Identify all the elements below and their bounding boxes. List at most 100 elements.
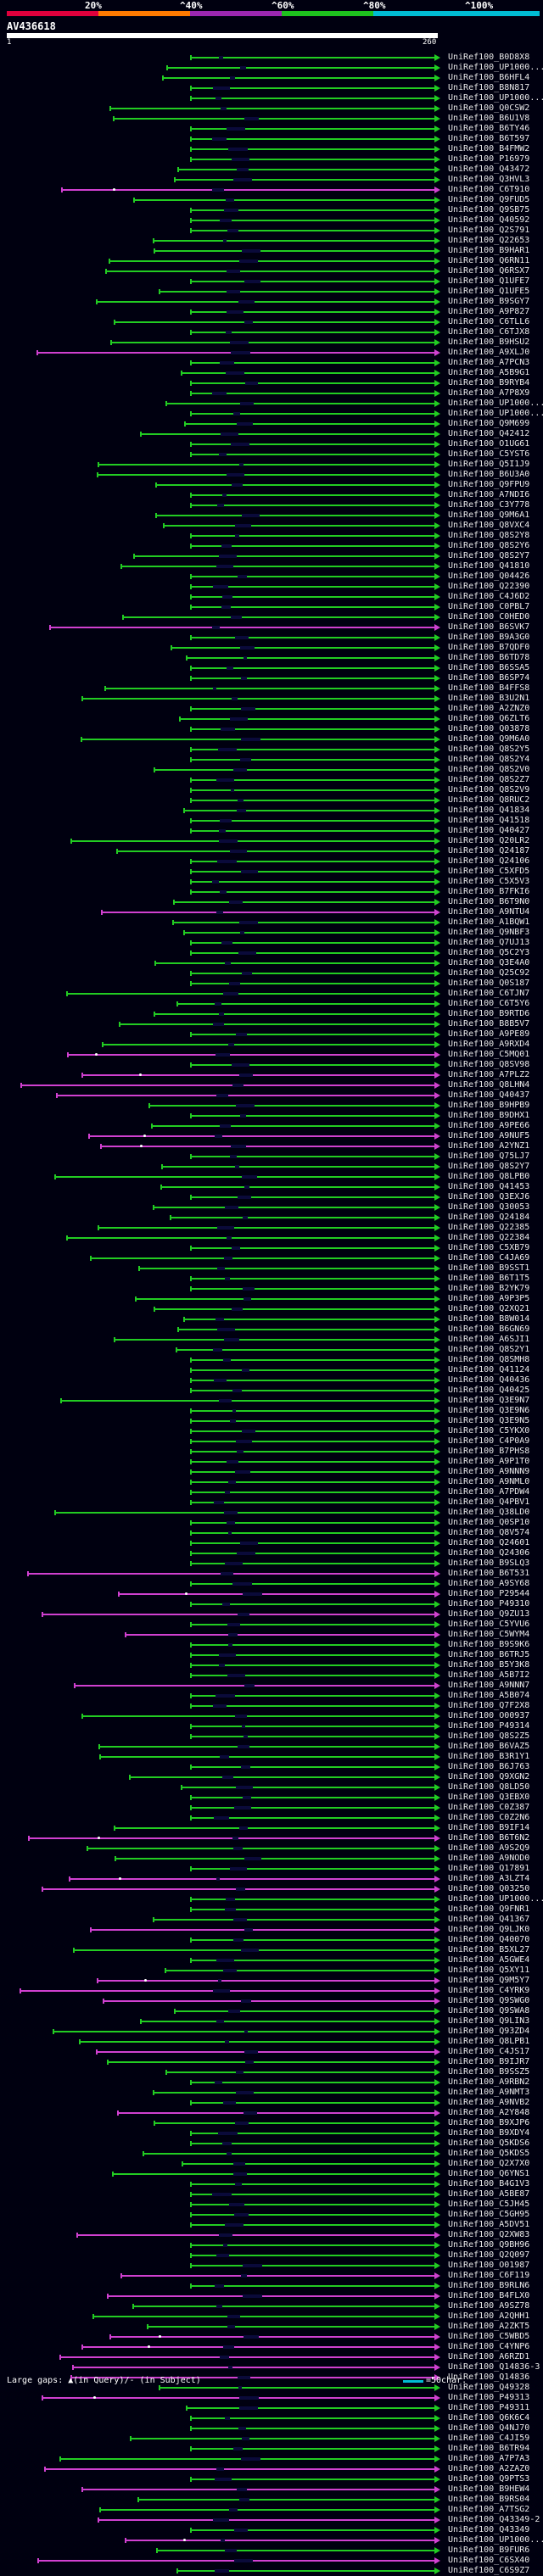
hit-row[interactable]: UniRef100_Q24187 <box>0 846 543 856</box>
hit-label[interactable]: UniRef100_Q41810 <box>448 561 530 571</box>
hit-label[interactable]: UniRef100_B6VAZ5 <box>448 1742 530 1751</box>
hit-label[interactable]: UniRef100_Q8S2Z7 <box>448 775 530 784</box>
hit-label[interactable]: UniRef100_Q2X7X0 <box>448 2159 530 2168</box>
hit-row[interactable]: UniRef100_A9PE89 <box>0 1029 543 1040</box>
hit-row[interactable]: UniRef100_Q43349 <box>0 2525 543 2535</box>
hit-row[interactable]: UniRef100_Q8S2V9 <box>0 785 543 795</box>
hit-row[interactable]: UniRef100_Q4PBV1 <box>0 1497 543 1508</box>
hit-row[interactable]: UniRef100_A5B9G1 <box>0 368 543 378</box>
hit-label[interactable]: UniRef100_B9RYB4 <box>448 378 530 388</box>
hit-row[interactable]: UniRef100_B9SGY7 <box>0 297 543 307</box>
hit-row[interactable]: UniRef100_Q9M6A0 <box>0 734 543 744</box>
hit-row[interactable]: UniRef100_C4JS17 <box>0 2047 543 2057</box>
hit-label[interactable]: UniRef100_Q40427 <box>448 826 530 835</box>
hit-label[interactable]: UniRef100_B9RTD6 <box>448 1009 530 1018</box>
hit-row[interactable]: UniRef100_Q9M5Y7 <box>0 1976 543 1986</box>
hit-label[interactable]: UniRef100_C4P0A9 <box>448 1436 530 1446</box>
hit-label[interactable]: UniRef100_Q5KDS5 <box>448 2149 530 2158</box>
hit-row[interactable]: UniRef100_A9NOD0 <box>0 1854 543 1864</box>
hit-label[interactable]: UniRef100_Q8S2V0 <box>448 765 530 774</box>
hit-row[interactable]: UniRef100_C5WBD5 <box>0 2332 543 2342</box>
hit-row[interactable]: UniRef100_B7PHS8 <box>0 1447 543 1457</box>
hit-label[interactable]: UniRef100_B9HAR1 <box>448 246 530 255</box>
hit-label[interactable]: UniRef100_Q40592 <box>448 215 530 225</box>
hit-label[interactable]: UniRef100_B6T597 <box>448 134 530 143</box>
hit-row[interactable]: UniRef100_P49314 <box>0 1721 543 1731</box>
hit-row[interactable]: UniRef100_C4YRK9 <box>0 1986 543 1996</box>
hit-row[interactable]: UniRef100_O00937 <box>0 1711 543 1721</box>
hit-label[interactable]: UniRef100_A7PLZ2 <box>448 1070 530 1079</box>
hit-row[interactable]: UniRef100_A7PCN3 <box>0 358 543 368</box>
hit-label[interactable]: UniRef100_A9NML0 <box>448 1477 530 1486</box>
hit-label[interactable]: UniRef100_A2ZKT5 <box>448 2322 530 2331</box>
hit-label[interactable]: UniRef100_Q24184 <box>448 1213 530 1222</box>
hit-label[interactable]: UniRef100_C6T5Y6 <box>448 999 530 1008</box>
hit-label[interactable]: UniRef100_Q40425 <box>448 1386 530 1395</box>
hit-row[interactable]: UniRef100_A2QHH1 <box>0 2311 543 2322</box>
hit-label[interactable]: UniRef100_A2ZNZ0 <box>448 704 530 713</box>
hit-row[interactable]: UniRef100_Q41810 <box>0 561 543 572</box>
hit-label[interactable]: UniRef100_Q8LD50 <box>448 1782 530 1792</box>
hit-row[interactable]: UniRef100_Q03250 <box>0 1884 543 1894</box>
hit-label[interactable]: UniRef100_Q22390 <box>448 582 530 591</box>
hit-label[interactable]: UniRef100_A9NNN9 <box>448 1467 530 1476</box>
hit-label[interactable]: UniRef100_Q75LJ7 <box>448 1151 530 1161</box>
hit-label[interactable]: UniRef100_Q9XGN2 <box>448 1772 530 1781</box>
hit-label[interactable]: UniRef100_A9S2Q9 <box>448 1843 530 1853</box>
hit-label[interactable]: UniRef100_Q03878 <box>448 724 530 733</box>
hit-label[interactable]: UniRef100_A7TSG2 <box>448 2505 530 2514</box>
hit-label[interactable]: UniRef100_Q5I1J9 <box>448 460 530 469</box>
hit-label[interactable]: UniRef100_C6TLL6 <box>448 317 530 326</box>
hit-row[interactable]: UniRef100_Q40425 <box>0 1386 543 1396</box>
hit-label[interactable]: UniRef100_Q40070 <box>448 1935 530 1944</box>
hit-label[interactable]: UniRef100_C5X5V3 <box>448 877 530 886</box>
hit-row[interactable]: UniRef100_B6T6N2 <box>0 1833 543 1843</box>
hit-row[interactable]: UniRef100_B6U3A0 <box>0 470 543 480</box>
hit-row[interactable]: UniRef100_B6TRJ5 <box>0 1650 543 1660</box>
hit-label[interactable]: UniRef100_Q8S2Z5 <box>448 1731 530 1741</box>
hit-label[interactable]: UniRef100_A2ZAZ0 <box>448 2464 530 2473</box>
hit-row[interactable]: UniRef100_C4JA69 <box>0 1253 543 1263</box>
hit-label[interactable]: UniRef100_UP1000... <box>448 409 543 418</box>
hit-row[interactable]: UniRef100_Q7F2X8 <box>0 1701 543 1711</box>
hit-label[interactable]: UniRef100_Q9BH96 <box>448 2240 530 2250</box>
hit-label[interactable]: UniRef100_Q24601 <box>448 1538 530 1547</box>
hit-row[interactable]: UniRef100_Q9LIN3 <box>0 2016 543 2027</box>
hit-row[interactable]: UniRef100_B4FFS8 <box>0 683 543 694</box>
hit-row[interactable]: UniRef100_C5GH95 <box>0 2210 543 2220</box>
hit-row[interactable]: UniRef100_A5B074 <box>0 1691 543 1701</box>
hit-row[interactable]: UniRef100_C5XFD5 <box>0 867 543 877</box>
hit-label[interactable]: UniRef100_Q4NJ70 <box>448 2423 530 2433</box>
hit-row[interactable]: UniRef100_Q43349-2 <box>0 2515 543 2525</box>
hit-row[interactable]: UniRef100_B6SVK7 <box>0 622 543 633</box>
hit-label[interactable]: UniRef100_Q4PBV1 <box>448 1497 530 1507</box>
hit-label[interactable]: UniRef100_Q7F2X8 <box>448 1701 530 1710</box>
hit-row[interactable]: UniRef100_Q6RSX7 <box>0 266 543 276</box>
hit-label[interactable]: UniRef100_B6U3A0 <box>448 470 530 479</box>
hit-label[interactable]: UniRef100_C5YKX0 <box>448 1426 530 1436</box>
hit-row[interactable]: UniRef100_C6TJN7 <box>0 989 543 999</box>
hit-row[interactable]: UniRef100_A6SJI1 <box>0 1335 543 1345</box>
hit-label[interactable]: UniRef100_Q0SP10 <box>448 1518 530 1527</box>
hit-label[interactable]: UniRef100_Q5KDS6 <box>448 2138 530 2148</box>
hit-row[interactable]: UniRef100_UP1000... <box>0 399 543 409</box>
hit-label[interactable]: UniRef100_C6TJN7 <box>448 989 530 998</box>
hit-label[interactable]: UniRef100_Q9PTS3 <box>448 2474 530 2484</box>
hit-row[interactable]: UniRef100_A5GWE4 <box>0 1955 543 1965</box>
hit-row[interactable]: UniRef100_A2Y848 <box>0 2108 543 2118</box>
hit-row[interactable]: UniRef100_Q41518 <box>0 816 543 826</box>
hit-row[interactable]: UniRef100_Q8S2Y7 <box>0 551 543 561</box>
hit-label[interactable]: UniRef100_C6F119 <box>448 2271 530 2280</box>
hit-row[interactable]: UniRef100_Q40437 <box>0 1090 543 1101</box>
hit-row[interactable]: UniRef100_A5BE87 <box>0 2189 543 2200</box>
hit-row[interactable]: UniRef100_B9IJR7 <box>0 2057 543 2067</box>
hit-row[interactable]: UniRef100_C5YVU6 <box>0 1620 543 1630</box>
hit-row[interactable]: UniRef100_P16979 <box>0 154 543 164</box>
hit-row[interactable]: UniRef100_Q8VXC4 <box>0 521 543 531</box>
hit-label[interactable]: UniRef100_Q41518 <box>448 816 530 825</box>
hit-label[interactable]: UniRef100_P49310 <box>448 1599 530 1609</box>
hit-label[interactable]: UniRef100_C4JS17 <box>448 2047 530 2056</box>
hit-row[interactable]: UniRef100_C0Z387 <box>0 1803 543 1813</box>
hit-row[interactable]: UniRef100_B9RTD6 <box>0 1009 543 1019</box>
hit-label[interactable]: UniRef100_A9SY68 <box>448 1579 530 1588</box>
